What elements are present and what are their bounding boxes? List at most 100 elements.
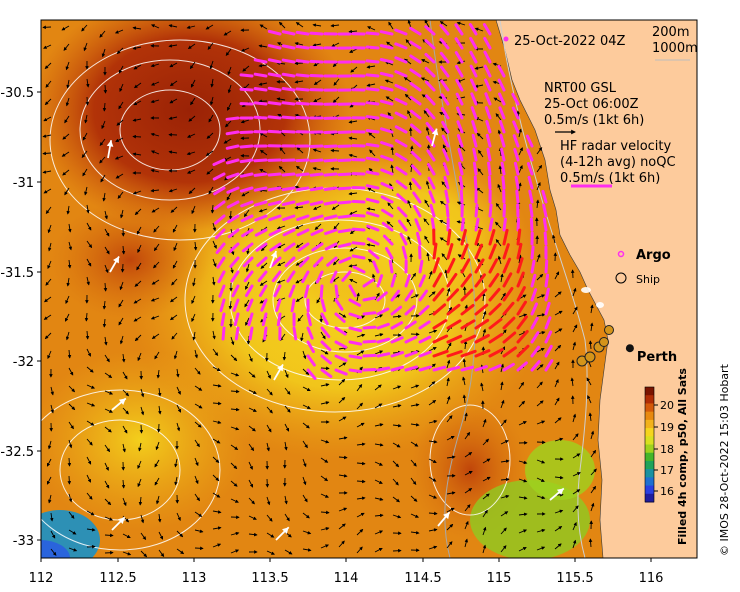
gsl-arrow xyxy=(463,340,468,350)
hf-arrow xyxy=(365,73,380,78)
gsl-arrow xyxy=(295,224,304,229)
colorbar-tick: 18 xyxy=(660,443,674,456)
colorbar-segment xyxy=(645,444,654,454)
hf-arrow xyxy=(511,92,520,106)
hf-arrow xyxy=(488,317,503,330)
gsl-arrow xyxy=(554,475,564,480)
hf-arrow xyxy=(298,256,310,268)
hf-arrow xyxy=(240,214,254,223)
hf-arrow xyxy=(499,133,506,148)
gsl-arrow xyxy=(132,152,142,156)
sst-field xyxy=(41,20,697,558)
gsl-arrow xyxy=(258,63,268,68)
hf-arrow xyxy=(530,331,540,344)
gsl-arrow xyxy=(439,219,448,225)
hf-arrow xyxy=(498,106,506,120)
gsl-arrow xyxy=(44,332,52,340)
gsl-arrow xyxy=(439,21,448,27)
hf-arrow xyxy=(365,87,380,92)
colorbar-title: Filled 4h comp, p50, All Sats xyxy=(676,368,689,545)
hf-arrow xyxy=(295,73,310,78)
gsl-arrow xyxy=(122,443,126,453)
gsl-arrow xyxy=(554,509,564,514)
gsl-arrow xyxy=(248,515,257,520)
hf-arrow xyxy=(390,273,397,288)
gsl-arrow xyxy=(554,291,562,298)
gsl-arrow xyxy=(230,480,238,487)
gsl-arrow xyxy=(482,438,490,446)
colorbar-segment xyxy=(645,452,654,462)
gsl-arrow xyxy=(278,165,286,173)
gsl-arrow xyxy=(428,400,437,406)
gsl-arrow xyxy=(518,128,522,138)
gsl-arrow xyxy=(536,147,543,155)
gsl-arrow xyxy=(572,287,577,297)
ship-markers xyxy=(576,325,614,367)
gsl-arrow xyxy=(374,350,384,355)
hf-arrow xyxy=(411,177,422,190)
gsl-arrow xyxy=(302,512,310,519)
gsl-arrow xyxy=(428,545,438,550)
gsl-arrow xyxy=(500,292,506,301)
hf-arrow xyxy=(253,158,268,163)
hf-arrow xyxy=(381,208,394,218)
hf-arrow xyxy=(446,257,456,274)
argo-marker xyxy=(617,250,625,258)
gsl-arrow xyxy=(86,366,94,373)
hf-arrow xyxy=(337,186,352,191)
gsl-arrow xyxy=(227,102,232,111)
hf-arrow xyxy=(348,368,363,374)
gsl-arrow xyxy=(132,190,142,195)
hf-arrow xyxy=(337,200,352,205)
hf-arrow xyxy=(460,217,465,232)
hf-arrow xyxy=(241,242,254,253)
hf-arrow xyxy=(351,241,366,246)
gsl-arrow xyxy=(276,279,286,284)
gsl-arrow xyxy=(42,134,52,138)
hf-arrow xyxy=(511,106,520,120)
gsl-arrow xyxy=(284,513,290,522)
gsl-arrow xyxy=(446,415,453,423)
hf-arrow xyxy=(273,284,282,298)
gsl-arrow xyxy=(536,181,541,191)
hf-arrow xyxy=(409,68,422,78)
hf-arrow xyxy=(409,95,422,106)
gsl-arrow xyxy=(428,329,438,334)
gsl-arrow xyxy=(428,346,437,352)
gsl-arrow xyxy=(374,513,384,518)
gsl-arrow xyxy=(338,378,346,386)
gsl-arrow xyxy=(320,349,329,355)
gsl-arrow xyxy=(392,460,400,468)
gsl-arrow xyxy=(407,235,412,245)
hf-arrow xyxy=(290,298,296,313)
hf-arrow xyxy=(348,354,363,360)
hf-arrow xyxy=(460,228,467,246)
hf-arrow xyxy=(253,186,268,192)
gsl-arrow xyxy=(392,314,402,319)
hf-arrow xyxy=(324,228,338,236)
hf-arrow xyxy=(379,44,394,50)
gsl-arrow xyxy=(590,430,595,440)
drift-arrow-head xyxy=(106,140,114,147)
hf-arrow xyxy=(526,162,534,176)
hf-arrow xyxy=(309,144,324,149)
hf-arrow xyxy=(380,154,394,162)
gsl-arrow xyxy=(572,489,581,495)
gsl-arrow xyxy=(191,295,196,305)
gsl-arrow xyxy=(132,118,142,122)
gsl-arrow xyxy=(230,336,235,346)
hf-arrow xyxy=(334,284,339,299)
gsl-arrow xyxy=(462,358,467,368)
hf-arrow xyxy=(394,139,408,148)
gsl-arrow xyxy=(495,239,502,247)
gsl-arrow xyxy=(266,514,273,522)
hf-arrow xyxy=(454,51,464,64)
hf-arrow xyxy=(253,115,268,120)
hf-arrow xyxy=(376,274,384,288)
gsl-arrow xyxy=(122,371,128,380)
gsl-arrow xyxy=(85,78,90,88)
hf-arrow xyxy=(268,228,282,237)
hf-arrow xyxy=(394,97,408,106)
gsl-arrow xyxy=(320,439,330,444)
hf-arrow xyxy=(432,319,448,330)
